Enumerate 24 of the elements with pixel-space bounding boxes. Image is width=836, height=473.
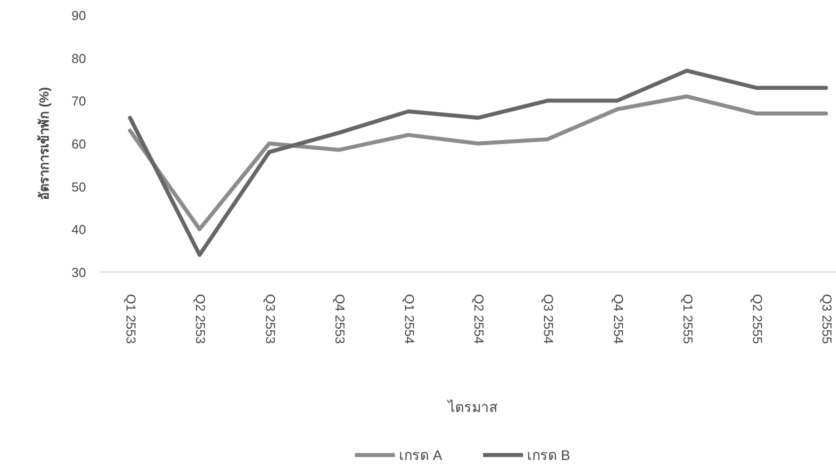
legend-label: เกรด A <box>399 447 443 463</box>
x-tick-label: Q4 2553 <box>332 294 348 344</box>
x-tick-label: Q1 2554 <box>402 294 417 344</box>
line-series <box>128 68 828 257</box>
legend-label: เกรด B <box>527 447 570 463</box>
x-tick-label: Q3 2555 <box>820 294 835 344</box>
y-tick-label: 50 <box>72 179 86 194</box>
y-tick-label: 70 <box>72 94 86 109</box>
y-tick-label: 60 <box>72 136 86 152</box>
x-tick-label: Q1 2553 <box>124 294 139 344</box>
y-tick-label: 80 <box>72 50 86 66</box>
line-series <box>128 94 828 232</box>
x-tick-label: Q2 2553 <box>193 294 208 344</box>
x-tick-label: Q4 2554 <box>610 294 626 344</box>
x-tick-label: Q3 2553 <box>262 294 278 344</box>
y-axis-title: อัตราการเข้าพัก (%) <box>36 87 52 200</box>
x-tick-label: Q1 2555 <box>680 294 696 344</box>
y-tick-label: 90 <box>72 8 86 23</box>
x-tick-label: Q2 2554 <box>472 294 487 344</box>
x-tick-label: Q3 2554 <box>541 294 556 344</box>
y-tick-label: 30 <box>72 265 86 280</box>
x-axis-title: ไตรมาส <box>447 399 498 415</box>
y-tick-label: 40 <box>72 222 86 238</box>
x-tick-label: Q2 2555 <box>750 294 765 344</box>
